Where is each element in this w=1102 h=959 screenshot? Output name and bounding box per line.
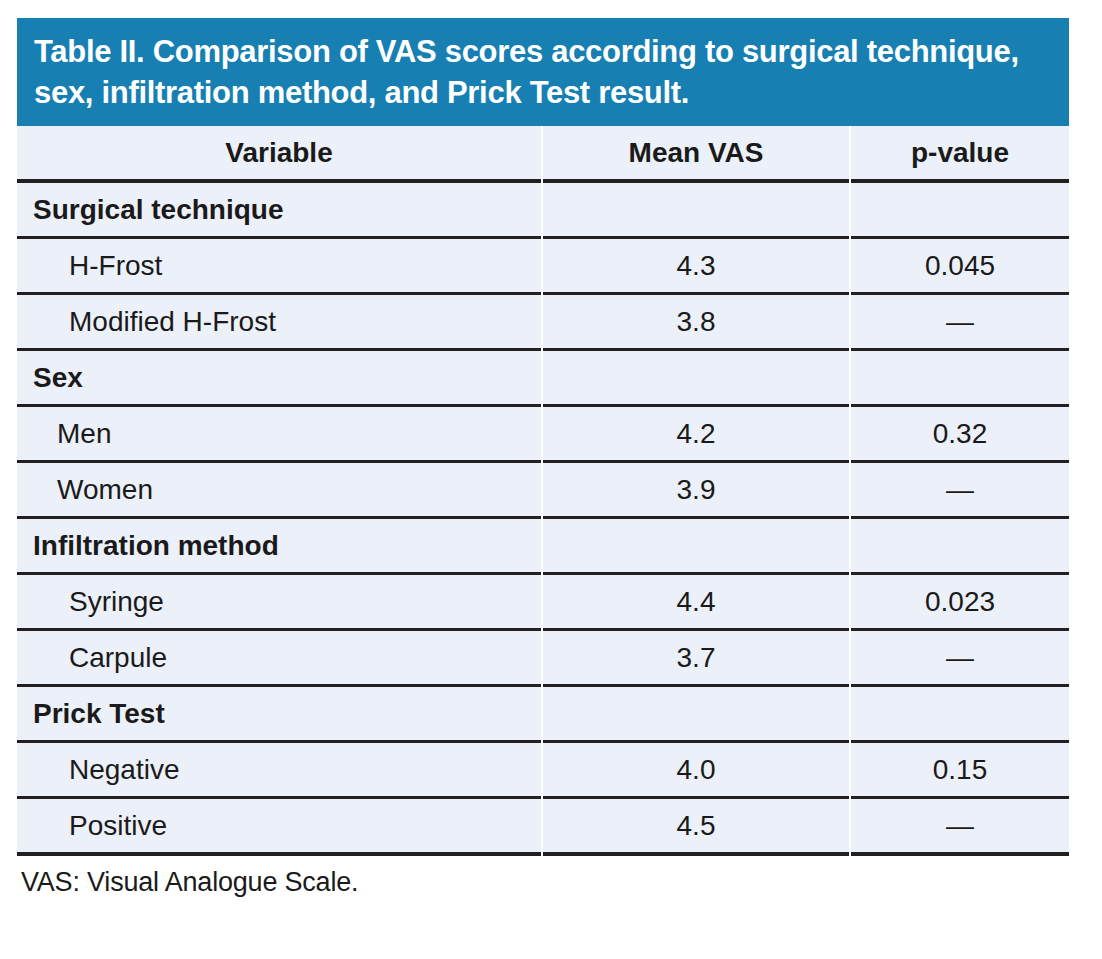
mean-vas-value: 4.3 xyxy=(543,239,849,295)
table-wrap: Variable Mean VAS p-value Surgical techn… xyxy=(17,126,1069,856)
section-p-value-cell xyxy=(851,183,1069,239)
table-row: Men4.20.32 xyxy=(17,407,1069,463)
section-mean-vas-cell xyxy=(543,687,849,743)
row-label: Carpule xyxy=(17,631,541,687)
row-label: Negative xyxy=(17,743,541,799)
row-label: H-Frost xyxy=(17,239,541,295)
column-header-row: Variable Mean VAS p-value xyxy=(17,126,1069,183)
mean-vas-value: 3.9 xyxy=(543,463,849,519)
section-mean-vas-cell xyxy=(543,519,849,575)
mean-vas-value: 4.0 xyxy=(543,743,849,799)
mean-vas-value: 4.2 xyxy=(543,407,849,463)
p-value-value: — xyxy=(851,799,1069,856)
section-label: Surgical technique xyxy=(17,183,541,239)
p-value-value: — xyxy=(851,295,1069,351)
mean-vas-value: 4.5 xyxy=(543,799,849,856)
column-header-variable: Variable xyxy=(17,126,541,183)
table-row: Carpule3.7— xyxy=(17,631,1069,687)
section-label: Sex xyxy=(17,351,541,407)
mean-vas-value: 3.8 xyxy=(543,295,849,351)
row-label: Modified H-Frost xyxy=(17,295,541,351)
mean-vas-value: 3.7 xyxy=(543,631,849,687)
row-label: Men xyxy=(17,407,541,463)
section-p-value-cell xyxy=(851,519,1069,575)
vas-table-figure: Table II. Comparison of VAS scores accor… xyxy=(17,18,1069,898)
column-header-p-value: p-value xyxy=(851,126,1069,183)
row-label: Positive xyxy=(17,799,541,856)
p-value-value: — xyxy=(851,463,1069,519)
section-row: Infiltration method xyxy=(17,519,1069,575)
column-header-mean-vas: Mean VAS xyxy=(543,126,849,183)
section-mean-vas-cell xyxy=(543,351,849,407)
p-value-value: 0.045 xyxy=(851,239,1069,295)
table-row: Negative4.00.15 xyxy=(17,743,1069,799)
section-p-value-cell xyxy=(851,351,1069,407)
p-value-value: 0.32 xyxy=(851,407,1069,463)
table-row: Positive4.5— xyxy=(17,799,1069,856)
p-value-value: 0.15 xyxy=(851,743,1069,799)
p-value-value: — xyxy=(851,631,1069,687)
section-row: Surgical technique xyxy=(17,183,1069,239)
table-row: H-Frost4.30.045 xyxy=(17,239,1069,295)
table-row: Women3.9— xyxy=(17,463,1069,519)
p-value-value: 0.023 xyxy=(851,575,1069,631)
section-row: Sex xyxy=(17,351,1069,407)
mean-vas-value: 4.4 xyxy=(543,575,849,631)
section-row: Prick Test xyxy=(17,687,1069,743)
row-label: Syringe xyxy=(17,575,541,631)
vas-comparison-table: Variable Mean VAS p-value Surgical techn… xyxy=(17,126,1069,856)
page: Table II. Comparison of VAS scores accor… xyxy=(0,0,1102,959)
section-p-value-cell xyxy=(851,687,1069,743)
section-mean-vas-cell xyxy=(543,183,849,239)
table-title: Table II. Comparison of VAS scores accor… xyxy=(17,18,1069,126)
section-label: Prick Test xyxy=(17,687,541,743)
section-label: Infiltration method xyxy=(17,519,541,575)
table-row: Syringe4.40.023 xyxy=(17,575,1069,631)
row-label: Women xyxy=(17,463,541,519)
table-footnote: VAS: Visual Analogue Scale. xyxy=(17,867,1069,898)
table-row: Modified H-Frost3.8— xyxy=(17,295,1069,351)
